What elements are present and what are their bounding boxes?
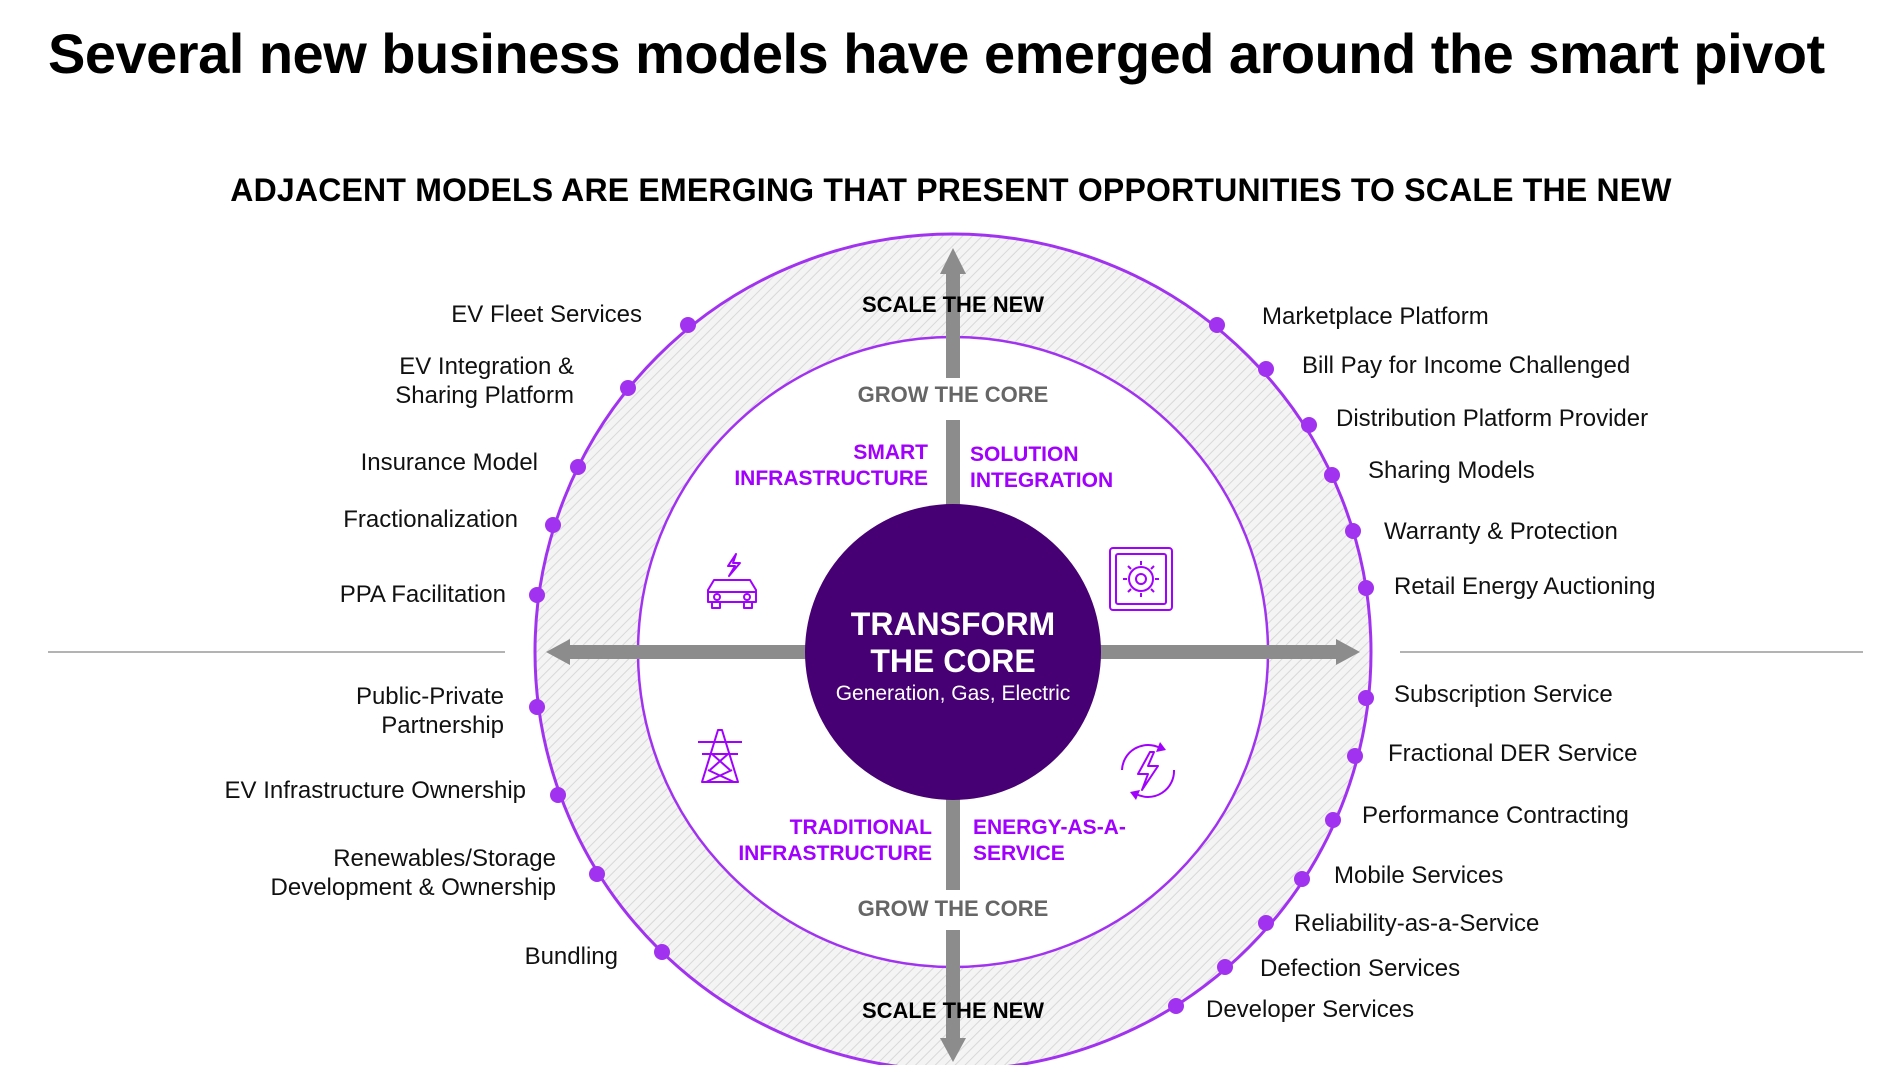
ring-dot xyxy=(1209,317,1225,333)
left-item: Fractionalization xyxy=(343,506,518,533)
energy-cycle-icon xyxy=(1121,742,1176,800)
ring-dot xyxy=(529,587,545,603)
right-item: Fractional DER Service xyxy=(1388,740,1638,767)
arrow-down xyxy=(940,1038,966,1062)
right-item: Distribution Platform Provider xyxy=(1336,405,1649,432)
ring-dot xyxy=(1168,998,1184,1014)
arrow-right xyxy=(1336,639,1360,665)
ring-dot xyxy=(1325,812,1341,828)
left-item: Renewables/Storage Development & Ownersh… xyxy=(270,845,556,901)
ring-dot xyxy=(570,459,586,475)
scale-label-bottom: SCALE THE NEW xyxy=(862,998,1044,1023)
left-item: EV Infrastructure Ownership xyxy=(224,777,526,804)
center-line-2: THE CORE xyxy=(870,643,1035,679)
grow-label-bottom: GROW THE CORE xyxy=(858,896,1049,921)
ring-dot xyxy=(1294,871,1310,887)
ring-dot xyxy=(1358,580,1374,596)
right-item: Defection Services xyxy=(1260,955,1461,982)
diagram-subtitle: ADJACENT MODELS ARE EMERGING THAT PRESEN… xyxy=(230,172,1672,208)
left-item: Insurance Model xyxy=(360,449,538,476)
arrow-left xyxy=(546,639,570,665)
right-item: Retail Energy Auctioning xyxy=(1394,573,1656,600)
ring-dot xyxy=(1258,361,1274,377)
left-item: EV Fleet Services xyxy=(451,301,642,328)
ring-dot xyxy=(1301,417,1317,433)
center-caption: Generation, Gas, Electric xyxy=(836,682,1071,705)
ring-dot xyxy=(1358,690,1374,706)
right-item: Mobile Services xyxy=(1334,862,1504,889)
ring-dot xyxy=(545,517,561,533)
ring-dot xyxy=(680,317,696,333)
ev-car-icon xyxy=(707,553,757,609)
ring-dots xyxy=(529,317,1374,1014)
page-title: Several new business models have emerged… xyxy=(48,22,1825,85)
grow-label-top: GROW THE CORE xyxy=(858,382,1049,407)
ring-dot xyxy=(1347,748,1363,764)
quadrant-top-right-line-2: INTEGRATION xyxy=(970,469,1113,492)
left-item: Bundling xyxy=(524,943,618,970)
right-item: Subscription Service xyxy=(1394,681,1613,708)
ring-dot xyxy=(1345,523,1361,539)
quadrant-bottom-left-line-1: TRADITIONAL xyxy=(790,816,932,839)
right-item: Bill Pay for Income Challenged xyxy=(1302,352,1631,379)
quadrant-bottom-right-line-1: ENERGY-AS-A- xyxy=(973,816,1126,839)
ring-dot xyxy=(529,699,545,715)
quadrant-top-right-line-1: SOLUTION xyxy=(970,443,1079,466)
gear-circuit-icon xyxy=(1109,547,1173,611)
right-item: Warranty & Protection xyxy=(1384,518,1618,545)
left-item: PPA Facilitation xyxy=(339,581,506,608)
left-item: EV Integration & Sharing Platform xyxy=(395,353,574,409)
right-item: Performance Contracting xyxy=(1362,802,1629,829)
outer-ring-border xyxy=(533,232,1373,1065)
ring-dot xyxy=(654,944,670,960)
center-circle xyxy=(805,504,1101,800)
ring-dot xyxy=(620,380,636,396)
arrow-up xyxy=(940,248,966,274)
right-item: Reliability-as-a-Service xyxy=(1294,910,1540,937)
ring-dot xyxy=(589,866,605,882)
scale-label-top: SCALE THE NEW xyxy=(862,292,1044,317)
right-item: Marketplace Platform xyxy=(1262,303,1489,330)
right-item: Sharing Models xyxy=(1368,457,1535,484)
quadrant-top-left-line-2: INFRASTRUCTURE xyxy=(734,467,928,490)
ring-dot xyxy=(1217,959,1233,975)
ring-dot xyxy=(550,787,566,803)
ring-dot xyxy=(1258,915,1274,931)
power-tower-icon xyxy=(698,729,742,783)
left-item: Public-Private Partnership xyxy=(355,683,504,739)
quadrant-bottom-left-line-2: INFRASTRUCTURE xyxy=(738,842,932,865)
center-line-1: TRANSFORM xyxy=(851,606,1055,642)
quadrant-bottom-right-line-2: SERVICE xyxy=(973,842,1065,865)
right-item: Developer Services xyxy=(1206,996,1415,1023)
quadrant-top-left-line-1: SMART xyxy=(853,441,928,464)
ring-dot xyxy=(1324,467,1340,483)
